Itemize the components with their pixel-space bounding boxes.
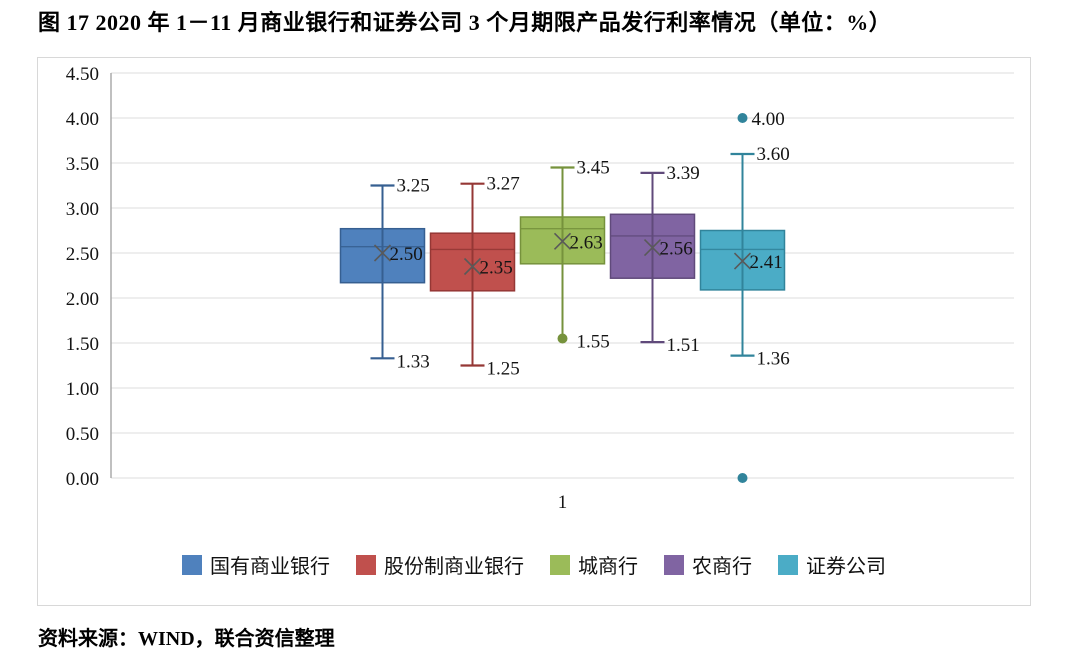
legend-label: 证券公司 — [806, 556, 886, 578]
legend-label: 股份制商业银行 — [384, 556, 524, 578]
mean-label: 2.41 — [750, 252, 783, 273]
mean-marker — [373, 244, 392, 262]
legend-swatch-icon — [356, 554, 376, 575]
chart-frame: 0.00 0.50 1.00 1.50 2.00 2.50 3.00 3.50 4.00 4.50… — [37, 57, 1031, 606]
outlier-label: 4.00 — [752, 109, 785, 130]
mean-marker — [553, 232, 572, 250]
legend-swatch-icon — [664, 554, 684, 575]
source-line: 资料来源：WIND，联合资信整理 — [38, 628, 335, 650]
whisker-low-label: 1.33 — [397, 351, 430, 372]
legend-swatch-icon — [182, 554, 202, 575]
whisker-high-label: 3.45 — [577, 158, 610, 179]
whisker-low-label: 1.51 — [667, 335, 700, 356]
mean-marker — [643, 239, 662, 257]
y-tick-label: 1.50 — [66, 334, 99, 355]
legend-item-jointstock-banks: 股份制商业银行 — [356, 550, 524, 579]
whisker-dot — [557, 333, 568, 344]
chart-title: 图 17 2020 年 1－11 月商业银行和证券公司 3 个月期限产品发行利率… — [38, 10, 892, 35]
legend-swatch-icon — [778, 554, 798, 575]
legend-item-rural-banks: 农商行 — [664, 550, 752, 579]
y-tick-label: 2.50 — [66, 244, 99, 265]
legend-swatch-icon — [550, 554, 570, 575]
boxplot-series: 3.45 1.55 2.63 — [519, 158, 610, 353]
y-tick-label: 3.50 — [66, 154, 99, 175]
whisker-high-label: 3.60 — [757, 144, 790, 165]
legend-label: 城商行 — [578, 556, 638, 578]
outlier-dot — [737, 113, 748, 123]
boxplot-svg: 0.00 0.50 1.00 1.50 2.00 2.50 3.00 3.50 4.00 4.50… — [66, 64, 1014, 513]
y-tick-label: 0.00 — [66, 469, 99, 490]
whisker-low-label: 1.36 — [757, 349, 790, 370]
boxplot-series: 3.39 1.51 2.56 — [609, 163, 700, 356]
legend-item-city-banks: 城商行 — [550, 550, 638, 579]
whisker-low-label: 1.25 — [487, 359, 520, 380]
outlier-dot — [737, 473, 748, 483]
legend-item-securities: 证券公司 — [778, 550, 886, 579]
legend-label: 农商行 — [692, 556, 752, 578]
mean-label: 2.56 — [660, 239, 693, 260]
whisker-low-label: 1.55 — [577, 332, 610, 353]
whisker-high-label: 3.27 — [487, 174, 520, 195]
boxplot-series: 4.00 3.60 1.36 2.41 — [699, 109, 790, 483]
mean-label: 2.35 — [480, 258, 513, 279]
mean-marker — [733, 252, 752, 270]
legend-label: 国有商业银行 — [210, 556, 330, 578]
whisker-high-label: 3.39 — [667, 163, 700, 184]
y-tick-label: 0.50 — [66, 424, 99, 445]
boxplot-series: 3.27 1.25 2.35 — [429, 174, 520, 380]
x-tick-label: 1 — [558, 492, 568, 513]
y-tick-label: 1.00 — [66, 379, 99, 400]
y-tick-label: 4.00 — [66, 109, 99, 130]
mean-marker — [463, 257, 482, 276]
mean-label: 2.50 — [390, 244, 423, 265]
whisker-high-label: 3.25 — [397, 176, 430, 197]
legend-item-state-banks: 国有商业银行 — [182, 550, 330, 579]
y-tick-label: 4.50 — [66, 64, 99, 85]
mean-label: 2.63 — [570, 232, 603, 253]
y-tick-label: 2.00 — [66, 289, 99, 310]
boxplot-series: 3.25 1.33 2.50 — [339, 176, 430, 372]
chart-legend: 国有商业银行 股份制商业银行 城商行 农商行 证券公司 — [38, 550, 1030, 579]
y-tick-label: 3.00 — [66, 199, 99, 220]
